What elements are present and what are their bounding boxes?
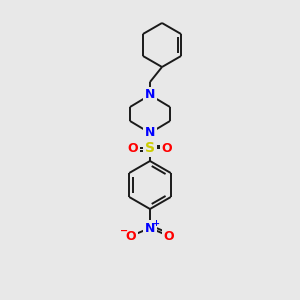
Text: +: +	[152, 218, 160, 227]
Text: S: S	[145, 141, 155, 155]
Text: −: −	[120, 226, 128, 236]
Text: O: O	[126, 230, 136, 242]
Text: O: O	[162, 142, 172, 154]
Text: N: N	[145, 221, 155, 235]
Text: O: O	[128, 142, 138, 154]
Text: O: O	[164, 230, 174, 242]
Text: N: N	[145, 127, 155, 140]
Text: N: N	[145, 88, 155, 101]
